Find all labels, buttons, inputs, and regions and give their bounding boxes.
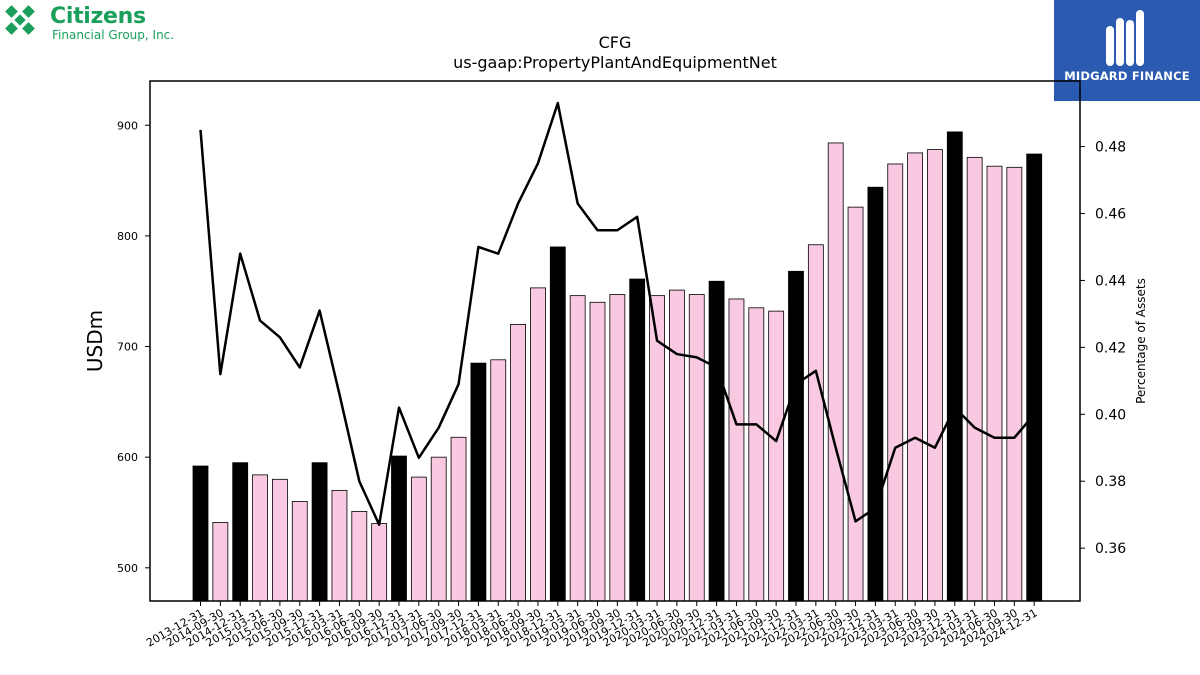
y2-tick-label: 0.40: [1095, 407, 1126, 423]
bar-quarter: [569, 295, 586, 602]
bar-annual: [1026, 153, 1043, 602]
bar-quarter: [966, 156, 983, 602]
bars-layer: [192, 131, 1043, 602]
bar-annual: [232, 462, 249, 602]
bar-quarter: [688, 294, 705, 602]
bar-quarter: [827, 142, 844, 602]
bar-quarter: [589, 301, 606, 602]
y-tick-label: 600: [117, 451, 138, 464]
y2-axis-label: Percentage of Assets: [1134, 278, 1148, 404]
bar-quarter: [430, 456, 447, 602]
bar-annual: [192, 465, 209, 602]
percentage-of-assets-line: [199, 101, 1036, 526]
y2-tick-label: 0.42: [1095, 340, 1126, 356]
bar-quarter: [847, 206, 864, 602]
y2-tick-label: 0.46: [1095, 207, 1126, 223]
citizens-logo-name: Citizens: [50, 4, 146, 29]
citizens-logo-icon: [5, 5, 35, 35]
y2-tick-label: 0.38: [1095, 474, 1126, 490]
midgard-logo-text: MIDGARD FINANCE: [1064, 69, 1190, 83]
bar-quarter: [450, 436, 467, 602]
y-axis-label: USDm: [83, 310, 107, 372]
bar-quarter: [1006, 166, 1023, 602]
plot-frame: [149, 80, 1081, 602]
bar-quarter: [728, 298, 745, 602]
bar-annual: [867, 186, 884, 602]
chart-title: CFG: [599, 33, 632, 52]
bar-quarter: [212, 522, 229, 602]
bar-quarter: [927, 149, 943, 602]
bar-quarter: [907, 152, 923, 602]
bar-quarter: [271, 478, 288, 602]
bar-annual: [946, 131, 963, 602]
bar-quarter: [609, 294, 626, 602]
y-tick-label: 800: [117, 230, 138, 243]
bar-annual: [311, 462, 328, 602]
midgard-finance-logo: MIDGARD FINANCE: [1054, 0, 1200, 101]
bar-quarter: [252, 474, 268, 602]
bar-annual: [549, 246, 566, 602]
citizens-logo-subtitle: Financial Group, Inc.: [52, 28, 175, 42]
y2-tick-label: 0.48: [1095, 140, 1126, 156]
line-layer: [199, 101, 1036, 526]
bar-quarter: [669, 289, 685, 602]
x-axis: 2013-12-312014-09-302014-12-312015-03-31…: [144, 601, 1040, 650]
y2-tick-label: 0.36: [1095, 541, 1126, 557]
bar-annual: [788, 270, 804, 602]
bar-quarter: [331, 489, 348, 602]
bar-quarter: [748, 307, 765, 602]
bar-quarter: [807, 244, 824, 602]
bar-quarter: [530, 287, 546, 602]
bar-quarter: [490, 359, 507, 602]
bar-quarter: [410, 476, 427, 602]
y-axis-right: 0.36 0.38 0.40 0.42 0.44 0.46 0.48: [1080, 140, 1126, 557]
citizens-logo: Citizens Financial Group, Inc.: [4, 4, 204, 44]
bar-annual: [708, 280, 725, 602]
bar-annual: [470, 362, 487, 602]
y-tick-label: 700: [117, 341, 138, 354]
y-tick-label: 500: [117, 562, 138, 575]
y2-tick-label: 0.44: [1095, 273, 1126, 289]
bar-quarter: [351, 510, 368, 602]
bar-quarter: [510, 323, 527, 602]
midgard-logo-icon: [1106, 10, 1144, 66]
bar-annual: [629, 278, 646, 602]
bar-quarter: [986, 165, 1003, 602]
chart-subtitle: us-gaap:PropertyPlantAndEquipmentNet: [453, 53, 777, 72]
bar-quarter: [291, 501, 308, 602]
bar-annual: [391, 455, 407, 602]
bar-quarter: [887, 163, 904, 602]
y-tick-label: 900: [117, 119, 138, 132]
bar-quarter: [768, 310, 785, 602]
y-axis-left: 500 600 700 800 900: [117, 119, 150, 575]
bar-quarter: [371, 523, 388, 602]
